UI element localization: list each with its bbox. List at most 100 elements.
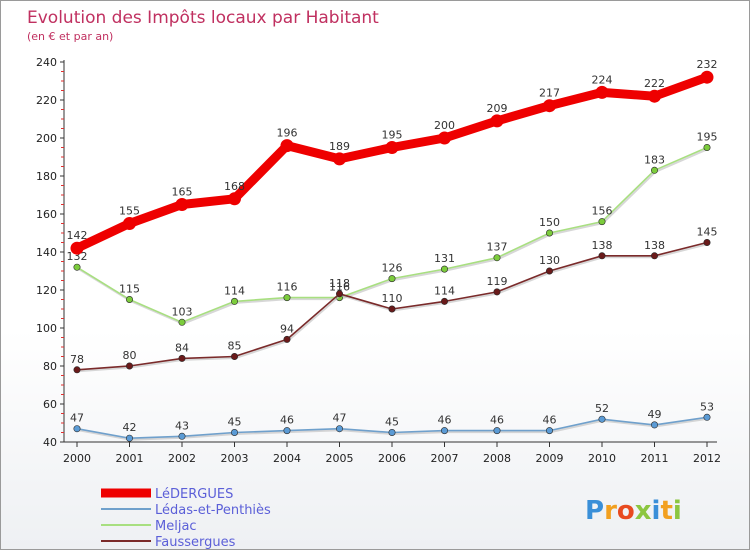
data-label: 103 xyxy=(172,305,193,318)
series-1: 47 42 43 45 46 47 45 46 46 46 52 49 53 xyxy=(70,400,714,442)
data-label: 195 xyxy=(697,131,718,144)
chart-title: Evolution des Impôts locaux par Habitant xyxy=(27,8,379,28)
x-tick-label: 2006 xyxy=(378,452,406,465)
x-tick-label: 2007 xyxy=(431,452,459,465)
y-tick-label: 160 xyxy=(36,208,57,221)
x-tick-label: 2011 xyxy=(641,452,669,465)
axes: 40 60 80 100 120 140 160 180 200 220 240 2000 2001 20… xyxy=(36,56,721,465)
data-label: 115 xyxy=(119,283,140,296)
x-tick-label: 2002 xyxy=(168,452,196,465)
data-point xyxy=(543,99,556,113)
data-label: 200 xyxy=(434,119,455,132)
data-label: 116 xyxy=(277,281,298,294)
data-label: 84 xyxy=(175,341,189,354)
chart-subtitle: (en € et par an) xyxy=(27,30,113,43)
legend-label: Meljac xyxy=(155,519,197,534)
legend-label: Lédas-et-Penthiès xyxy=(155,503,271,518)
data-point xyxy=(545,267,553,275)
data-point xyxy=(650,421,658,429)
data-label: 85 xyxy=(228,340,242,353)
data-label: 46 xyxy=(490,414,504,427)
y-tick-label: 120 xyxy=(36,284,57,297)
data-point xyxy=(178,432,186,440)
data-point xyxy=(280,139,294,153)
data-point xyxy=(650,252,658,260)
data-label: 142 xyxy=(67,229,88,242)
data-point xyxy=(335,425,343,433)
data-label: 232 xyxy=(697,58,718,71)
data-label: 138 xyxy=(644,239,665,252)
data-point xyxy=(388,428,396,436)
data-label: 80 xyxy=(123,349,137,362)
series-line xyxy=(72,72,712,253)
series-2: 132 115 103 114 116 116 126 131 137 150 156 183 195 xyxy=(67,131,718,326)
data-point xyxy=(178,318,186,326)
x-tick-label: 2010 xyxy=(588,452,616,465)
x-tick-label: 2012 xyxy=(693,452,721,465)
logo-letter: i xyxy=(652,496,661,526)
data-point xyxy=(598,252,606,260)
data-label: 195 xyxy=(382,129,403,142)
data-point xyxy=(440,265,448,273)
x-tick-label: 2001 xyxy=(116,452,144,465)
data-label: 46 xyxy=(280,414,294,427)
data-label: 49 xyxy=(648,408,662,421)
data-label: 78 xyxy=(70,353,84,366)
data-point xyxy=(598,415,606,423)
data-label: 150 xyxy=(539,216,560,229)
data-point xyxy=(595,85,609,99)
data-label: 47 xyxy=(70,412,84,425)
data-point xyxy=(231,352,239,360)
y-tick-label: 100 xyxy=(36,322,57,335)
x-tick-label: 2005 xyxy=(326,452,354,465)
data-point xyxy=(123,217,136,230)
data-label: 209 xyxy=(487,102,508,115)
data-point xyxy=(283,335,291,343)
logo-letter: t xyxy=(660,496,672,526)
data-label: 224 xyxy=(592,73,613,86)
data-point xyxy=(335,290,343,298)
y-tick-label: 220 xyxy=(36,94,57,107)
series-layer: 47 42 43 45 46 47 45 46 46 46 52 49 53 132 115 103 114 11… xyxy=(67,58,718,442)
data-point xyxy=(231,297,239,305)
data-point xyxy=(228,192,241,206)
proxiti-logo: Proxiti xyxy=(585,496,682,526)
data-point xyxy=(175,198,189,211)
data-point xyxy=(440,297,448,305)
data-label: 94 xyxy=(280,322,294,335)
data-label: 43 xyxy=(175,419,189,432)
data-point xyxy=(493,288,501,296)
y-tick-label: 140 xyxy=(36,246,57,259)
data-label: 137 xyxy=(487,241,508,254)
data-point xyxy=(73,425,81,433)
data-point xyxy=(545,427,553,435)
y-tick-label: 40 xyxy=(43,436,57,449)
series-3: 78 80 84 85 94 118 110 114 119 130 138 138 145 xyxy=(70,226,718,374)
data-label: 131 xyxy=(434,252,455,265)
y-tick-label: 60 xyxy=(43,398,57,411)
x-tick-label: 2009 xyxy=(536,452,564,465)
data-point xyxy=(648,89,661,103)
data-point xyxy=(73,366,81,374)
x-tick-label: 2004 xyxy=(273,452,301,465)
data-label: 110 xyxy=(382,292,403,305)
data-label: 145 xyxy=(697,226,718,239)
data-point xyxy=(73,263,81,271)
data-point xyxy=(70,241,84,255)
data-point xyxy=(700,70,714,84)
data-label: 222 xyxy=(644,77,665,90)
data-point xyxy=(283,294,291,302)
data-point xyxy=(490,114,504,128)
data-label: 217 xyxy=(539,87,560,100)
legend-label: Faussergues xyxy=(155,535,236,549)
data-point xyxy=(545,229,553,237)
data-label: 118 xyxy=(329,277,350,290)
data-point xyxy=(440,427,448,435)
data-label: 156 xyxy=(592,205,613,218)
data-label: 168 xyxy=(224,180,245,193)
data-point xyxy=(231,428,239,436)
data-label: 47 xyxy=(333,412,347,425)
data-point xyxy=(703,239,711,247)
